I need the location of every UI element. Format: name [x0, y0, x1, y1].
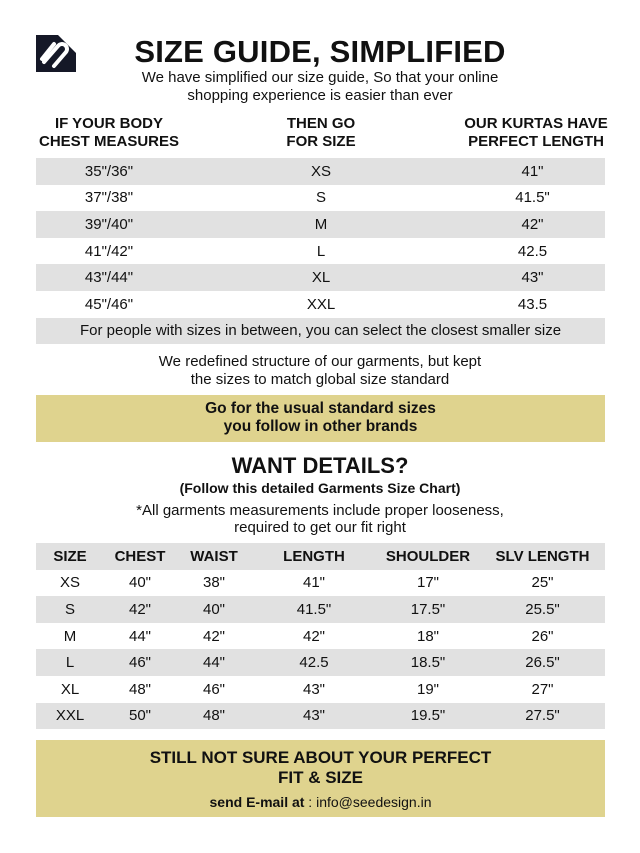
table-cell: S [315, 189, 326, 207]
table-cell: 46" [202, 680, 225, 698]
table-cell: 41" [521, 162, 544, 180]
table-cell: 43" [302, 680, 325, 698]
table-cell: M [63, 627, 77, 645]
table-cell: S [64, 600, 75, 618]
garment-size-chart: SIZE CHEST WAIST LENGTH SHOULDER SLV LENGTH XS… [36, 543, 605, 730]
table-cell: 40" [202, 600, 225, 618]
table-cell: 38" [202, 574, 225, 592]
subtitle-line: We have simplified our size guide, So th… [141, 69, 499, 86]
size-guide-table: 35"/36" XS 41" 37"/38" S 41.5" 39"/40" M 42" 41"/… [36, 158, 605, 345]
email-link[interactable]: info@seedesign.in [316, 794, 432, 810]
table-cell: 41" [302, 574, 325, 592]
table-cell: 18" [416, 627, 439, 645]
table-cell: 40" [128, 574, 151, 592]
contact-banner: STILL NOT SURE ABOUT YOUR PERFECT FIT & S… [36, 740, 605, 817]
table-cell: XS [59, 574, 80, 592]
table-row: M 44" 42" 42" 18" 26" [36, 623, 605, 650]
table-cell: 41"/42" [84, 242, 134, 260]
table-cell: 43.5 [517, 295, 548, 313]
table-cell: 48" [128, 680, 151, 698]
table-row: 39"/40" M 42" [36, 211, 605, 238]
table-cell: M [314, 215, 328, 233]
looseness-note: *All garments measurements include prope… [136, 502, 504, 536]
table-row: 43"/44" XL 43" [36, 264, 605, 291]
table-row: XXL 50" 48" 43" 19.5" 27.5" [36, 702, 605, 730]
table-row: 41"/42" L 42.5 [36, 238, 605, 265]
table-cell: SLV LENGTH [495, 547, 590, 565]
table-cell: LENGTH [283, 547, 345, 565]
table-cell: 27" [531, 680, 554, 698]
brand-s-logo-icon [36, 35, 76, 72]
subtitle-line: shopping experience is easier than ever [187, 87, 453, 104]
standard-sizes-banner: Go for the usual standard sizes you follo… [36, 395, 605, 442]
table-row: 45"/46" XXL 43.5 [36, 291, 605, 318]
table-cell: XXL [306, 295, 336, 313]
table-header-row: SIZE CHEST WAIST LENGTH SHOULDER SLV LENGTH [36, 543, 605, 570]
table-cell: 42.5 [299, 654, 329, 672]
email-line: send E-mail at : info@seedesign.in [209, 794, 432, 810]
table-cell: 37"/38" [84, 189, 134, 207]
details-subtitle: (Follow this detailed Garments Size Char… [179, 480, 461, 496]
table-cell: 19" [416, 680, 439, 698]
table-cell: 43"/44" [84, 269, 134, 287]
table-cell: L [316, 242, 326, 260]
details-title: WANT DETAILS? [231, 453, 409, 478]
table-cell: 43" [521, 269, 544, 287]
table-cell: 42" [302, 627, 325, 645]
table-cell: 25.5" [525, 600, 560, 618]
table-cell: WAIST [190, 547, 238, 565]
in-between-size-note: For people with sizes in between, you ca… [36, 317, 605, 345]
table-row: S 42" 40" 41.5" 17.5" 25.5" [36, 596, 605, 623]
table-cell: 39"/40" [84, 215, 134, 233]
table-cell: 17" [416, 574, 439, 592]
table-row: L 46" 44" 42.5 18.5" 26.5" [36, 649, 605, 676]
table-cell: 17.5" [410, 600, 446, 618]
table-cell: 42" [128, 600, 151, 618]
table-cell: 27.5" [525, 707, 560, 725]
table-cell: XS [310, 162, 331, 180]
header-chest: IF YOUR BODY CHEST MEASURES [38, 115, 180, 150]
table-cell: 18.5" [410, 654, 446, 672]
table-cell: 48" [202, 707, 225, 725]
table-row: 37"/38" S 41.5" [36, 185, 605, 212]
table-cell: 44" [128, 627, 151, 645]
table-cell: 25" [531, 574, 554, 592]
table-cell: XXL [55, 707, 85, 725]
redefined-note: We redefined structure of our garments, … [158, 353, 482, 388]
page-subtitle: We have simplified our size guide, So th… [0, 69, 640, 105]
table-cell: 46" [128, 654, 151, 672]
table-cell: 45"/46" [84, 295, 134, 313]
table-cell: 44" [202, 654, 225, 672]
table-cell: 42.5 [517, 242, 548, 260]
page-title: SIZE GUIDE, SIMPLIFIED [134, 34, 506, 69]
table-cell: XL [311, 269, 331, 287]
table-cell: 19.5" [410, 707, 446, 725]
table-cell: 42" [202, 627, 225, 645]
table-cell: 26.5" [525, 654, 560, 672]
table-row: XS 40" 38" 41" 17" 25" [36, 570, 605, 597]
contact-heading: STILL NOT SURE ABOUT YOUR PERFECT FIT & S… [149, 748, 492, 787]
table-cell: L [65, 654, 75, 672]
table-cell: 41.5" [296, 600, 332, 618]
table-cell: 42" [521, 215, 544, 233]
table-row: 35"/36" XS 41" [36, 158, 605, 185]
table-cell: 41.5" [515, 189, 550, 207]
table-cell: XL [60, 680, 80, 698]
table-cell: SHOULDER [385, 547, 471, 565]
table-cell: 50" [128, 707, 151, 725]
table-cell: 43" [302, 707, 325, 725]
table-cell: SIZE [53, 547, 87, 565]
header-length: OUR KURTAS HAVE PERFECT LENGTH [464, 115, 608, 150]
table-cell: CHEST [114, 547, 166, 565]
table-cell: 35"/36" [84, 162, 134, 180]
table-cell: 26" [531, 627, 554, 645]
table-row: XL 48" 46" 43" 19" 27" [36, 676, 605, 703]
header-size: THEN GO FOR SIZE [286, 115, 356, 150]
